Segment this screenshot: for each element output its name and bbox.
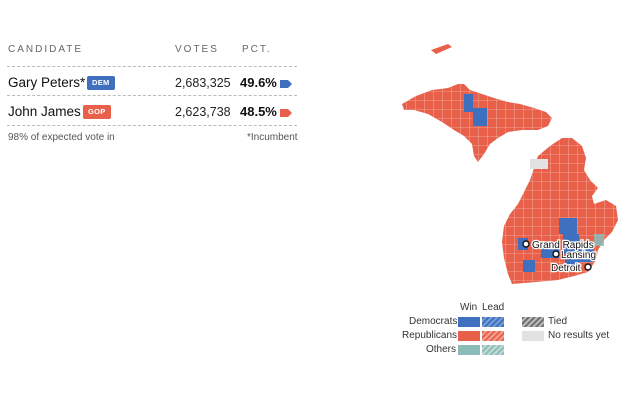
legend-others-label: Others xyxy=(426,344,457,355)
county-dem xyxy=(464,94,473,112)
candidate-votes: 2,623,738 xyxy=(175,105,231,119)
county-dem xyxy=(565,254,579,268)
isle-royale xyxy=(431,44,452,54)
legend-tied-label: Tied xyxy=(548,316,568,327)
city-label-grand-rapids: Grand Rapids xyxy=(532,240,594,251)
county-lead-gop xyxy=(594,234,604,246)
dem-marker-icon xyxy=(280,80,292,88)
legend-dem-lead-swatch xyxy=(482,317,504,327)
county-dem xyxy=(473,108,487,126)
legend-dem-win-swatch xyxy=(458,317,480,327)
table-footer: 98% of expected vote in *Incumbent xyxy=(7,126,298,146)
legend-democrats-label: Democrats xyxy=(409,316,458,327)
candidate-pct: 48.5% xyxy=(240,104,277,119)
incumbent-note: *Incumbent xyxy=(247,132,298,143)
city-label-lansing: Lansing xyxy=(561,250,596,261)
votes-header: VOTES xyxy=(175,44,219,55)
legend-win-label: Win xyxy=(460,302,478,313)
candidate-votes: 2,683,325 xyxy=(175,76,231,90)
legend-no-results-label: No results yet xyxy=(548,330,610,341)
city-marker-icon xyxy=(522,240,530,248)
candidate-row-james: John James GOP 2,623,738 48.5% xyxy=(7,96,297,126)
county-no-results xyxy=(530,159,548,169)
map-legend: Win Lead Democrats Republicans Others Ti… xyxy=(398,302,620,362)
michigan-county-map: Grand Rapids Lansing Detroit xyxy=(402,44,618,284)
gop-marker-icon xyxy=(280,109,292,117)
county-dem xyxy=(579,244,593,262)
city-label-detroit: Detroit xyxy=(551,263,581,274)
legend-republicans-label: Republicans xyxy=(402,330,458,341)
party-badge-dem: DEM xyxy=(87,76,115,90)
results-table: CANDIDATE VOTES PCT. Gary Peters* DEM 2,… xyxy=(7,38,298,146)
legend-tied-swatch xyxy=(522,317,544,327)
county-dem xyxy=(559,218,577,234)
county-dem xyxy=(523,260,535,272)
city-marker-icon xyxy=(552,250,560,258)
city-marker-icon xyxy=(584,263,592,271)
party-badge-gop: GOP xyxy=(83,105,111,119)
pct-header: PCT. xyxy=(242,44,272,55)
candidate-pct: 49.6% xyxy=(240,75,277,90)
candidate-row-peters: Gary Peters* DEM 2,683,325 49.6% xyxy=(7,66,297,96)
legend-gop-lead-swatch xyxy=(482,331,504,341)
candidate-header: CANDIDATE xyxy=(8,44,84,55)
legend-lead-label: Lead xyxy=(482,302,505,313)
expected-vote-note: 98% of expected vote in xyxy=(8,132,115,143)
candidate-name: John James xyxy=(8,104,81,119)
legend-no-results-swatch xyxy=(522,331,544,341)
legend-other-win-swatch xyxy=(458,345,480,355)
legend-other-lead-swatch xyxy=(482,345,504,355)
county-dem xyxy=(563,234,579,254)
table-header: CANDIDATE VOTES PCT. xyxy=(7,38,297,60)
legend-gop-win-swatch xyxy=(458,331,480,341)
candidate-name: Gary Peters* xyxy=(8,75,86,90)
